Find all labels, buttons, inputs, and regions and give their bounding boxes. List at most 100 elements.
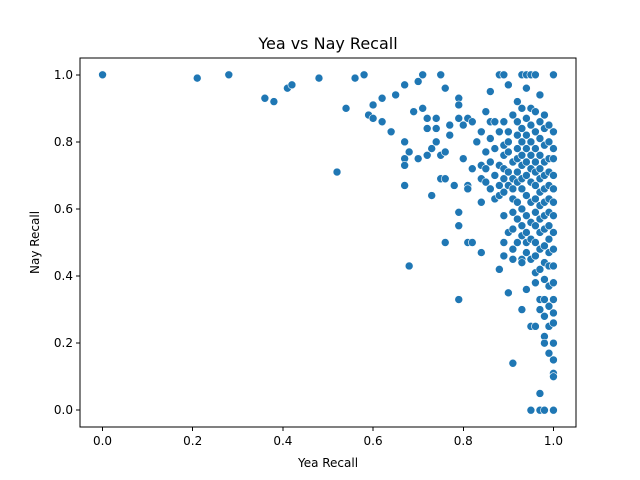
data-point <box>535 265 545 274</box>
data-point <box>472 137 482 147</box>
data-point <box>224 70 234 80</box>
data-point <box>531 107 540 116</box>
data-point <box>540 275 549 284</box>
data-point <box>431 114 441 123</box>
data-point <box>535 389 545 398</box>
data-point <box>427 191 437 200</box>
data-point <box>549 184 558 194</box>
data-point <box>504 137 513 147</box>
data-point <box>486 157 495 167</box>
data-point <box>477 127 486 137</box>
data-point <box>467 117 477 127</box>
data-point <box>517 124 527 133</box>
data-point <box>513 167 522 177</box>
data-point <box>544 120 554 130</box>
data-point <box>535 90 545 100</box>
data-point <box>531 127 540 137</box>
data-point <box>404 261 414 271</box>
data-point <box>454 221 464 231</box>
data-point <box>549 318 558 328</box>
data-point <box>535 164 545 173</box>
data-point <box>549 228 558 237</box>
data-point <box>481 164 491 173</box>
data-point <box>486 184 495 194</box>
data-point <box>377 93 387 103</box>
data-point <box>445 120 455 130</box>
data-point <box>513 144 522 153</box>
data-point <box>535 117 545 127</box>
data-point <box>481 147 491 157</box>
data-point <box>486 134 495 143</box>
data-point <box>522 211 531 220</box>
data-point <box>454 208 464 217</box>
data-point <box>458 120 468 130</box>
data-point <box>508 224 518 234</box>
scatter-points <box>98 70 558 415</box>
data-point <box>490 171 500 180</box>
data-point <box>522 248 531 257</box>
data-point <box>499 211 509 220</box>
data-point <box>508 184 518 194</box>
data-point <box>495 127 504 137</box>
data-point <box>413 154 423 163</box>
data-point <box>499 251 509 261</box>
data-point <box>531 181 540 190</box>
data-point <box>400 181 409 190</box>
data-point <box>517 204 527 214</box>
data-point <box>454 295 464 304</box>
data-point <box>549 127 558 137</box>
data-point <box>404 147 414 157</box>
data-point <box>522 228 531 237</box>
data-point <box>458 154 468 163</box>
data-point <box>386 127 396 137</box>
y-tick-label: 1.0 <box>54 68 73 82</box>
data-point <box>513 117 522 127</box>
data-point <box>540 338 549 348</box>
x-axis-label: Yea Recall <box>297 456 358 470</box>
y-tick-label: 0.0 <box>54 403 73 417</box>
data-point <box>508 254 518 264</box>
data-point <box>549 308 558 318</box>
data-point <box>531 144 540 153</box>
x-tick-label: 0.6 <box>364 434 383 448</box>
x-tick-label: 0.4 <box>273 434 292 448</box>
data-point <box>490 144 500 153</box>
data-point <box>549 171 558 180</box>
data-point <box>368 100 378 110</box>
data-point <box>504 167 513 177</box>
data-point <box>413 77 423 86</box>
data-point <box>531 238 540 247</box>
data-point <box>377 117 387 127</box>
data-point <box>422 150 432 160</box>
data-point <box>499 187 509 197</box>
data-point <box>427 144 437 153</box>
data-point <box>517 137 527 147</box>
data-point <box>540 311 549 321</box>
data-point <box>499 174 509 184</box>
data-point <box>269 97 279 106</box>
data-point <box>454 114 464 123</box>
data-point <box>517 150 527 160</box>
y-axis-label: Nay Recall <box>28 211 42 274</box>
data-point <box>522 83 531 93</box>
data-point <box>544 137 554 147</box>
data-point <box>535 305 545 314</box>
data-point <box>359 70 369 80</box>
data-point <box>540 110 549 120</box>
data-point <box>544 234 554 244</box>
data-point <box>445 130 455 140</box>
data-point <box>522 191 531 200</box>
data-point <box>260 93 270 103</box>
data-point <box>431 137 441 147</box>
data-point <box>481 177 491 187</box>
data-point <box>549 372 558 381</box>
x-tick-label: 0.0 <box>93 434 112 448</box>
data-point <box>486 87 495 96</box>
data-point <box>522 130 531 140</box>
data-point <box>526 137 536 147</box>
data-point <box>368 114 378 123</box>
data-point <box>477 248 486 257</box>
y-axis-ticks: 0.0 0.2 0.4 0.6 0.8 1.0 <box>54 68 80 417</box>
data-point <box>535 134 545 143</box>
y-tick-label: 0.6 <box>54 202 73 216</box>
